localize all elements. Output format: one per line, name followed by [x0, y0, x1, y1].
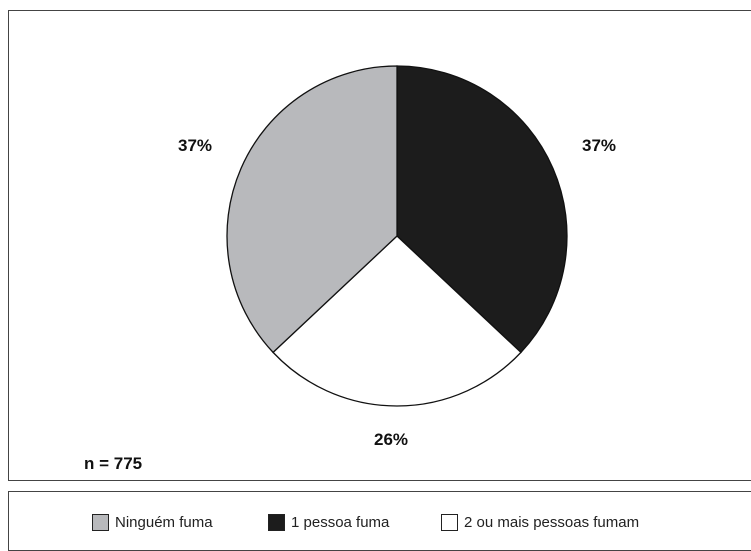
slice-label-2-ou-mais: 26%: [374, 430, 409, 449]
slice-ninguem-fuma: [226, 65, 398, 354]
slice-2-ou-mais: [272, 235, 522, 407]
legend-swatch-white: [441, 513, 458, 531]
slice-label-ninguem-fuma: 37%: [178, 136, 213, 155]
legend-item-2-ou-mais: 2 ou mais pessoas fumam: [441, 513, 639, 531]
slice-label-1-pessoa-fuma: 37%: [582, 136, 617, 155]
legend-swatch-gray: [92, 513, 109, 531]
legend-swatch-black: [268, 513, 285, 531]
legend-label: Ninguém fuma: [115, 513, 213, 531]
sample-size-label: n = 775: [84, 454, 143, 473]
slice-1-pessoa-fuma: [396, 65, 568, 354]
legend-label: 2 ou mais pessoas fumam: [464, 513, 640, 531]
legend-item-ninguem-fuma: Ninguém fuma: [92, 513, 213, 531]
pie-chart: [226, 65, 568, 407]
legend-label: 1 pessoa fuma: [291, 513, 390, 531]
legend-item-1-pessoa-fuma: 1 pessoa fuma: [268, 513, 389, 531]
